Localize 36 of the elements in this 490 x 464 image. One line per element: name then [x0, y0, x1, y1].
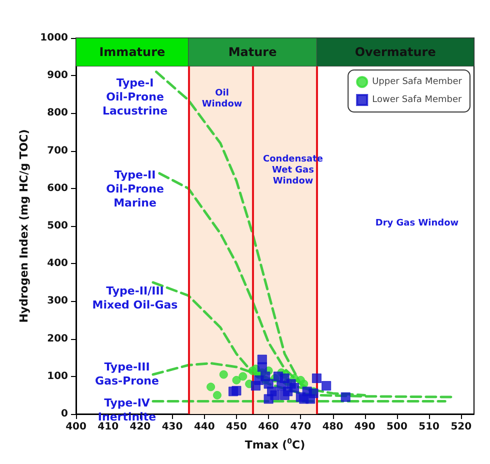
x-tick-label: 470: [290, 422, 312, 432]
x-tick-label: 520: [450, 422, 472, 432]
band-label: Immature: [99, 45, 166, 60]
x-tick-label: 480: [322, 422, 344, 432]
x-tick-label: 490: [354, 422, 376, 432]
x-tick-label: 440: [194, 422, 215, 432]
y-tick-label: 1000: [40, 32, 68, 44]
annotation: Dry Gas Window: [375, 218, 459, 228]
annotation: Type-II Oil-Prone Marine: [106, 168, 164, 210]
annotation: Type-III Gas-Prone: [95, 360, 159, 388]
y-tick-label: 900: [47, 70, 68, 82]
x-tick-label: 400: [66, 422, 86, 432]
y-tick-label: 200: [47, 333, 68, 344]
y-tick-label: 700: [47, 145, 68, 156]
y-tick-label: 600: [47, 182, 68, 194]
band-label: Overmature: [354, 45, 436, 60]
x-tick-label: 510: [418, 422, 440, 432]
y-axis-title: Hydrogen Index (mg HC/g TOC): [17, 129, 30, 323]
x-tick-label: 420: [130, 422, 151, 432]
y-tick-label: 100: [47, 370, 68, 382]
x-tick-label: 450: [226, 422, 247, 432]
legend-label: Upper Safa Member: [372, 77, 462, 87]
annotation: Type-II/III Mixed Oil-Gas: [92, 284, 178, 312]
legend-label: Lower Safa Member: [372, 95, 462, 105]
y-tick-label: 300: [47, 296, 68, 307]
y-tick-label: 400: [47, 258, 68, 270]
annotation: Oil Window: [202, 88, 242, 110]
y-tick-label: 500: [47, 220, 68, 232]
band-label: Mature: [228, 45, 277, 60]
x-tick-label: 430: [162, 422, 183, 432]
annotation: Type-I Oil-Prone Lacustrine: [102, 76, 168, 118]
x-tick-label: 500: [386, 422, 408, 432]
y-tick-label: 800: [47, 108, 68, 119]
x-tick-label: 460: [258, 422, 280, 432]
x-tick-label: 410: [98, 422, 119, 432]
y-tick-label: 0: [61, 408, 68, 420]
